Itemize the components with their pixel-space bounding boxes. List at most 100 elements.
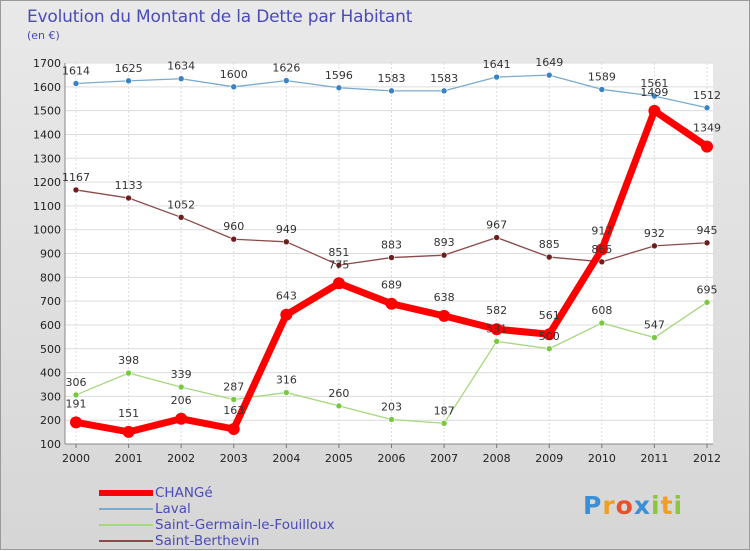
data-label: 1561 (640, 77, 668, 90)
data-point (177, 383, 185, 391)
chart-subtitle: (en €) (27, 29, 60, 42)
y-tick-label: 1000 (33, 224, 61, 237)
data-point (335, 402, 343, 410)
data-point (440, 87, 448, 95)
logo-letter: P (583, 491, 603, 520)
legend-label-saint-berthevin: Saint-Berthevin (155, 533, 260, 549)
x-tick-label: 2006 (378, 452, 406, 465)
data-label: 967 (486, 219, 507, 232)
data-point (125, 194, 132, 202)
y-tick-label: 100 (40, 438, 61, 451)
data-label: 1589 (588, 70, 616, 83)
data-label: 1349 (693, 122, 721, 135)
data-point (438, 309, 451, 322)
logo-letter: r (602, 491, 616, 520)
data-point (125, 369, 132, 377)
data-label: 695 (697, 283, 718, 296)
data-point (70, 416, 82, 429)
data-point (493, 73, 500, 81)
data-label: 960 (223, 220, 244, 233)
data-label: 1133 (115, 179, 143, 192)
data-label: 561 (539, 309, 560, 322)
x-tick-label: 2012 (693, 452, 721, 465)
y-tick-label: 1700 (33, 57, 61, 70)
data-point (177, 214, 185, 221)
data-label: 1625 (115, 62, 143, 75)
data-label: 260 (328, 387, 349, 400)
logo-letter: i (673, 491, 684, 520)
data-label: 1634 (167, 60, 195, 73)
data-point (335, 84, 343, 92)
data-label: 638 (434, 291, 455, 304)
data-point (335, 261, 343, 269)
data-point (595, 243, 608, 256)
x-tick-label: 2000 (62, 452, 90, 465)
data-label: 883 (381, 239, 402, 252)
data-label: 1641 (483, 58, 511, 71)
data-label: 1600 (220, 68, 248, 81)
data-label: 1583 (430, 72, 458, 85)
data-point (598, 258, 606, 266)
data-point (122, 425, 135, 438)
data-point (125, 77, 132, 85)
x-tick-label: 2007 (430, 452, 458, 465)
data-label: 1614 (62, 64, 90, 77)
data-point (490, 323, 503, 336)
data-label: 851 (328, 246, 349, 259)
data-point (230, 235, 238, 243)
data-point (177, 75, 185, 83)
data-point (72, 80, 80, 87)
x-tick-label: 2003 (220, 452, 248, 465)
data-point (598, 86, 606, 93)
y-tick-label: 300 (40, 390, 61, 403)
data-point (388, 87, 395, 95)
data-point (545, 345, 553, 353)
legend-label-saint-germain: Saint-Germain-le-Fouilloux (155, 517, 335, 533)
y-tick-label: 1100 (33, 200, 61, 213)
data-label: 203 (381, 400, 402, 413)
data-label: 531 (486, 322, 507, 335)
x-tick-label: 2001 (115, 452, 143, 465)
y-tick-label: 800 (40, 271, 61, 284)
data-point (72, 391, 80, 399)
logo-letter: t (660, 491, 674, 520)
y-tick-label: 1300 (33, 152, 61, 165)
data-label: 893 (434, 236, 455, 249)
data-point (651, 334, 658, 341)
data-point (703, 239, 711, 247)
y-tick-label: 1500 (33, 105, 61, 118)
data-label: 917 (591, 224, 612, 237)
x-tick-label: 2005 (325, 452, 353, 465)
data-point (230, 396, 238, 403)
proxiti-logo: Proxiti (583, 491, 683, 520)
data-label: 945 (697, 224, 718, 237)
legend-swatch-saint-germain (99, 524, 153, 526)
data-label: 191 (66, 397, 87, 410)
x-tick-label: 2008 (483, 452, 511, 465)
data-label: 865 (591, 243, 612, 256)
data-label: 547 (644, 319, 665, 332)
data-label: 1052 (167, 198, 195, 211)
x-tick-label: 2011 (640, 452, 668, 465)
data-point (385, 297, 398, 310)
data-point (648, 104, 661, 117)
data-label: 287 (223, 380, 244, 393)
x-tick-label: 2009 (535, 452, 563, 465)
y-tick-label: 900 (40, 248, 61, 261)
data-point (388, 416, 395, 423)
y-tick-label: 600 (40, 319, 61, 332)
data-point (440, 419, 448, 427)
data-point (72, 186, 80, 194)
data-label: 949 (276, 223, 297, 236)
chart-title: Evolution du Montant de la Dette par Hab… (27, 7, 413, 27)
data-point (440, 251, 448, 259)
data-label: 1596 (325, 69, 353, 82)
x-tick-label: 2004 (272, 452, 300, 465)
data-label: 885 (539, 238, 560, 251)
data-point (651, 92, 658, 100)
data-point (651, 242, 658, 250)
legend-swatch-changé (99, 490, 153, 496)
data-label: 1626 (272, 62, 300, 75)
